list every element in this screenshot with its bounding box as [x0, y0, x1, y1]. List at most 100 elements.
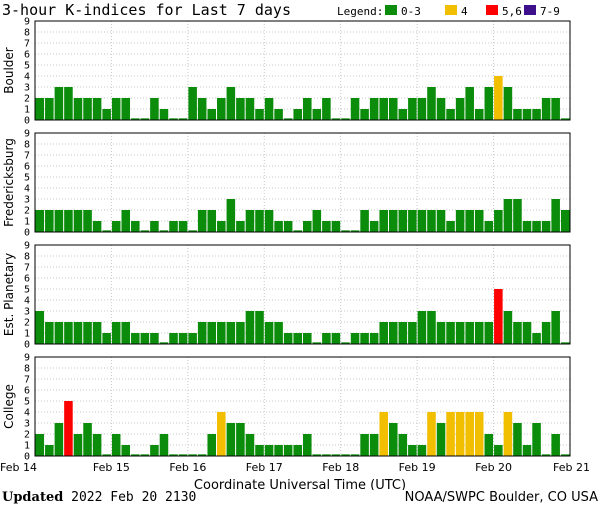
kp-bar [245, 311, 255, 344]
kp-bar [322, 98, 331, 120]
kp-bar [92, 434, 102, 456]
kp-bar [465, 322, 474, 344]
kp-bar [494, 445, 503, 456]
panel-frame [34, 132, 571, 233]
kp-bar [197, 98, 207, 120]
kp-bar [312, 454, 322, 456]
kp-bar [312, 210, 322, 232]
y-tick-label: 6 [24, 50, 30, 61]
kp-bar [408, 210, 417, 232]
y-tick-label: 4 [24, 184, 30, 195]
y-tick-label: 6 [24, 274, 30, 285]
y-tick-label: 9 [24, 241, 30, 252]
x-axis-label: Coordinate Universal Time (UTC) [194, 478, 406, 490]
kp-bar [274, 221, 283, 232]
y-tick-label: 6 [24, 386, 30, 397]
kp-bar [503, 87, 513, 120]
kp-bar [513, 199, 522, 232]
kp-bar [446, 109, 455, 120]
kp-bar [169, 118, 178, 120]
kp-bar [236, 322, 245, 344]
kp-bar [398, 210, 408, 232]
kp-bar [541, 221, 551, 232]
kp-bar [283, 445, 293, 456]
x-tick-label: Feb 19 [399, 461, 436, 474]
kp-bar [217, 221, 226, 232]
k-index-chart: 3-hour K-indices for Last 7 days Legend:… [0, 1, 590, 490]
kp-bar [54, 210, 64, 232]
kp-bar [64, 322, 73, 344]
kp-bar [293, 333, 302, 344]
y-tick-label: 1 [24, 441, 30, 452]
y-tick-label: 7 [24, 375, 30, 386]
x-tick-label: Feb 15 [93, 461, 130, 474]
kp-bar [494, 289, 503, 344]
y-tick-label: 2 [24, 430, 30, 441]
kp-bar [83, 423, 92, 456]
kp-bar [360, 210, 369, 232]
kp-bar [293, 445, 302, 456]
kp-bar [541, 454, 551, 456]
legend-title: Legend: [337, 5, 383, 18]
x-tick-label: Feb 21 [553, 461, 590, 474]
y-tick-label: 3 [24, 307, 30, 318]
kp-bar [236, 221, 245, 232]
kp-bar [503, 311, 513, 344]
kp-bar [245, 434, 255, 456]
kp-bar [551, 311, 560, 344]
kp-bar [140, 454, 150, 456]
x-tick-label: Feb 17 [246, 461, 283, 474]
kp-bar [64, 401, 73, 456]
kp-bar [303, 221, 312, 232]
x-axis: Feb 14 Feb 15 Feb 16 Feb 17 Feb 18 Feb 19 Feb … [0, 461, 590, 474]
panel-frame [34, 244, 571, 345]
y-tick-label: 8 [24, 252, 30, 263]
kp-bar [274, 445, 283, 456]
kp-bar [522, 221, 532, 232]
kp-bar [283, 333, 293, 344]
kp-bar [169, 333, 178, 344]
kp-bar [245, 210, 255, 232]
kp-bar [274, 109, 283, 120]
kp-bar [455, 210, 465, 232]
kp-bar [150, 221, 159, 232]
kp-bar [427, 311, 436, 344]
kp-bar [322, 454, 331, 456]
kp-bar [446, 221, 455, 232]
kp-bar [92, 98, 102, 120]
kp-bar [398, 434, 408, 456]
kp-bar [446, 412, 455, 456]
kp-bar [236, 98, 245, 120]
kp-bar [83, 98, 92, 120]
kp-bar [217, 322, 226, 344]
kp-bar [159, 434, 169, 456]
legend-swatch [445, 5, 457, 15]
kp-bar [111, 434, 121, 456]
kp-bar [474, 412, 484, 456]
kp-bar [159, 342, 169, 344]
panel-title: Fredericksburg [2, 138, 16, 227]
kp-bar [312, 342, 322, 344]
y-tick-label: 0 [24, 228, 30, 239]
kp-bar [283, 221, 293, 232]
kp-bar [178, 454, 188, 456]
kp-bar [111, 322, 121, 344]
kp-bar [197, 322, 207, 344]
y-tick-label: 5 [24, 173, 30, 184]
kp-bar [331, 221, 341, 232]
kp-bar [513, 109, 522, 120]
y-tick-label: 1 [24, 329, 30, 340]
kp-bar [541, 98, 551, 120]
y-tick-label: 5 [24, 397, 30, 408]
kp-bar [551, 98, 560, 120]
kp-bar [293, 230, 302, 232]
kp-bar [264, 210, 274, 232]
chart-title: 3-hour K-indices for Last 7 days [2, 1, 291, 19]
kp-bar [417, 311, 427, 344]
kp-bar [264, 322, 274, 344]
kp-bar [388, 98, 398, 120]
kp-bar [408, 445, 417, 456]
kp-bar [417, 210, 427, 232]
